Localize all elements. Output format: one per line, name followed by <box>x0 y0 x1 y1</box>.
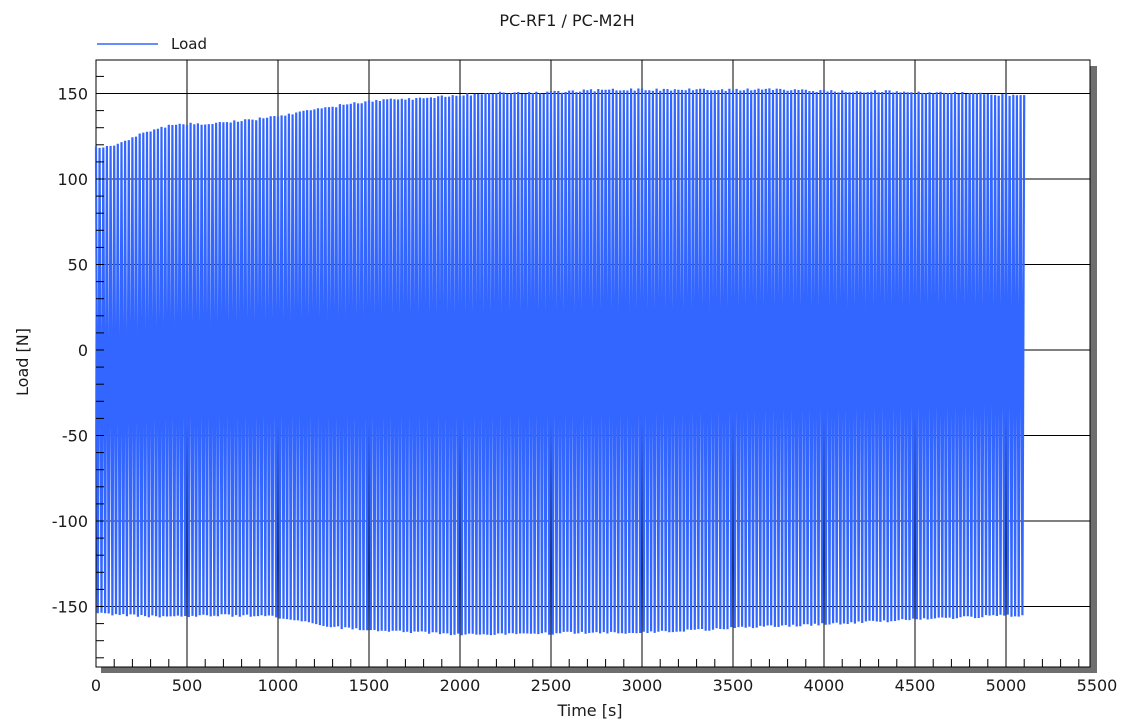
x-tick-label: 4500 <box>895 676 936 695</box>
y-tick-label: 0 <box>78 341 88 360</box>
chart-title: PC-RF1 / PC-M2H <box>499 11 634 30</box>
x-tick-label: 0 <box>91 676 101 695</box>
x-tick-label: 1500 <box>349 676 390 695</box>
data-layer <box>94 88 1026 636</box>
y-tick-label: -50 <box>62 427 88 446</box>
x-axis-ticks: 0 500 1000 1500 2000 2500 3000 3500 4000 4500 5000… <box>91 676 1117 695</box>
series-line-load <box>94 88 1026 636</box>
x-tick-label: 5500 <box>1077 676 1118 695</box>
x-tick-label: 3500 <box>713 676 754 695</box>
x-tick-label: 5000 <box>986 676 1027 695</box>
x-tick-label: 2000 <box>440 676 481 695</box>
y-axis-title: Load [N] <box>13 328 32 396</box>
x-tick-label: 4000 <box>804 676 845 695</box>
x-tick-label: 3000 <box>622 676 663 695</box>
y-tick-label: 100 <box>57 170 88 189</box>
y-tick-label: 150 <box>57 85 88 104</box>
minor-ticks <box>95 75 1080 667</box>
y-tick-label: 50 <box>68 256 88 275</box>
x-axis-title: Time [s] <box>556 701 622 720</box>
legend: Load <box>97 35 207 53</box>
legend-label-load: Load <box>171 35 207 53</box>
x-tick-label: 1000 <box>258 676 299 695</box>
y-axis-ticks: -150 -100 -50 0 50 100 150 <box>52 85 88 617</box>
x-tick-label: 2500 <box>531 676 572 695</box>
x-tick-label: 500 <box>172 676 203 695</box>
y-tick-label: -150 <box>52 598 88 617</box>
y-tick-label: -100 <box>52 512 88 531</box>
